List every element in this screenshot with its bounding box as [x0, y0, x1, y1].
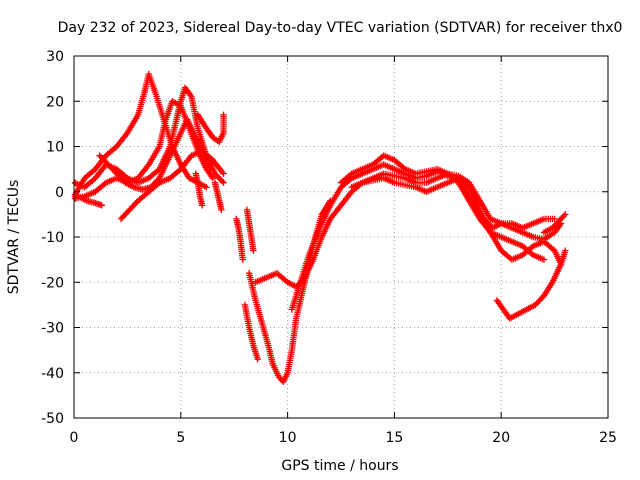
data-point — [562, 211, 569, 218]
y-tick-label: -20 — [41, 275, 64, 291]
data-point — [540, 256, 548, 263]
series-track-17 — [348, 174, 558, 232]
x-tick-label: 10 — [279, 430, 297, 446]
y-tick-label: 10 — [46, 140, 64, 156]
y-axis-title: SDTVAR / TECUs — [6, 180, 22, 295]
x-tick-label: 25 — [599, 430, 617, 446]
y-tick-label: -30 — [41, 321, 64, 337]
chart-title: Day 232 of 2023, Sidereal Day-to-day VTE… — [58, 20, 623, 36]
series-track-7 — [194, 111, 227, 146]
y-tick-label: 30 — [46, 49, 64, 65]
y-tick-label: 0 — [55, 185, 64, 201]
series-track-12 — [241, 301, 261, 363]
y-tick-label: -40 — [41, 366, 64, 382]
data-point — [218, 206, 225, 214]
data-point — [220, 111, 227, 119]
y-tick-label: 20 — [46, 94, 64, 110]
series-track-19 — [540, 211, 569, 236]
data-series — [71, 70, 569, 385]
series-track-4 — [96, 116, 214, 193]
data-point — [209, 174, 217, 182]
series-track-9 — [211, 179, 225, 214]
series-track-5 — [75, 193, 105, 209]
data-point — [220, 179, 227, 186]
data-point — [239, 256, 246, 263]
data-point — [254, 355, 261, 363]
data-point — [250, 247, 257, 254]
data-point — [98, 202, 105, 209]
y-tick-label: -50 — [41, 411, 64, 427]
series-track-3 — [71, 98, 217, 202]
x-tick-label: 5 — [176, 430, 185, 446]
x-tick-label: 0 — [70, 430, 79, 446]
x-tick-label: 20 — [492, 430, 510, 446]
data-point — [198, 202, 206, 209]
data-point — [551, 215, 558, 223]
series-track-8 — [192, 170, 206, 209]
y-tick-label: -10 — [41, 230, 64, 246]
x-axis-title: GPS time / hours — [281, 458, 398, 474]
data-point — [207, 165, 214, 173]
data-point — [562, 247, 569, 254]
data-point — [220, 170, 227, 177]
x-tick-label: 15 — [385, 430, 403, 446]
data-point — [203, 184, 210, 191]
axis-ticks: 0 5 10 15 20 25 -50 -40 -30 -20 -10 0 10 20 30 — [41, 49, 617, 446]
series-track-11 — [243, 206, 257, 254]
series-track-18 — [493, 247, 569, 322]
series-track-10 — [233, 215, 246, 263]
series-track-6 — [117, 147, 227, 223]
